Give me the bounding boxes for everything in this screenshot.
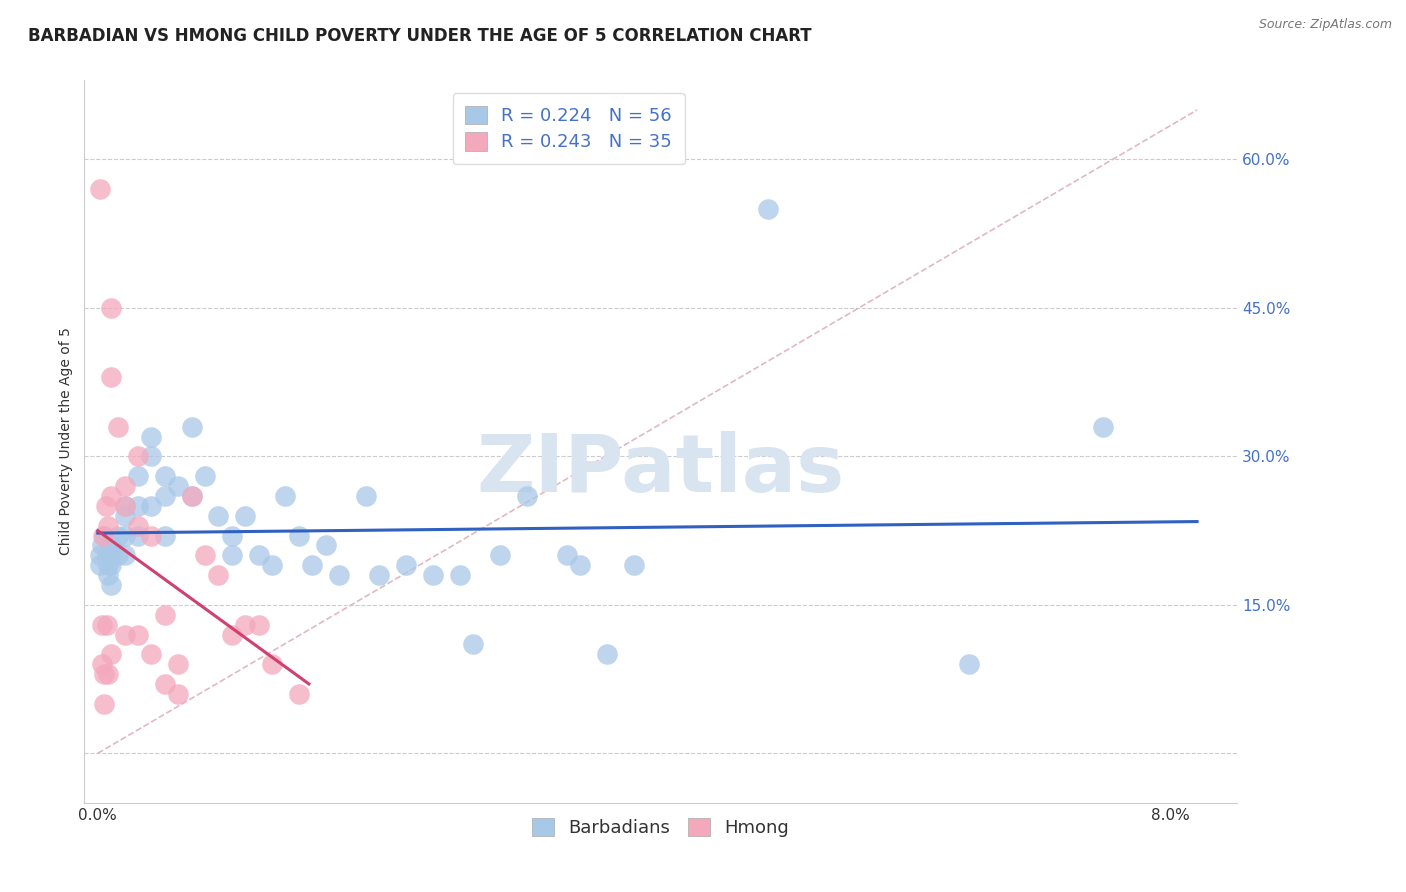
Point [167, 479, 190, 493]
Point [97, 558, 120, 573]
Point [153, 607, 176, 622]
Point [260, 657, 283, 672]
Point [153, 489, 176, 503]
Point [114, 627, 136, 641]
Point [107, 549, 129, 563]
Point [221, 549, 243, 563]
Point [167, 687, 190, 701]
Point [247, 549, 270, 563]
Text: Source: ZipAtlas.com: Source: ZipAtlas.com [1258, 18, 1392, 31]
Point [194, 549, 217, 563]
Point [127, 627, 149, 641]
Point [233, 508, 256, 523]
Point [114, 499, 136, 513]
Point [153, 469, 176, 483]
Y-axis label: Child Poverty Under the Age of 5: Child Poverty Under the Age of 5 [59, 327, 73, 556]
Point [114, 528, 136, 542]
Point [395, 558, 418, 573]
Point [100, 370, 122, 384]
Point [315, 539, 337, 553]
Point [107, 419, 129, 434]
Point [100, 549, 122, 563]
Point [463, 637, 485, 651]
Point [221, 528, 243, 542]
Point [489, 549, 512, 563]
Point [127, 528, 149, 542]
Point [127, 469, 149, 483]
Point [180, 489, 202, 503]
Point [97, 667, 120, 681]
Point [93, 667, 115, 681]
Point [274, 489, 297, 503]
Point [221, 627, 243, 641]
Point [107, 528, 129, 542]
Point [141, 450, 163, 464]
Point [89, 549, 111, 563]
Point [153, 677, 176, 691]
Point [368, 568, 391, 582]
Text: ZIPatlas: ZIPatlas [477, 432, 845, 509]
Point [127, 499, 149, 513]
Point [180, 419, 202, 434]
Point [96, 617, 118, 632]
Point [756, 202, 779, 216]
Point [94, 499, 117, 513]
Point [97, 568, 120, 582]
Point [89, 182, 111, 196]
Point [93, 528, 115, 542]
Point [141, 528, 163, 542]
Point [90, 539, 112, 553]
Point [100, 558, 122, 573]
Point [167, 657, 190, 672]
Point [127, 450, 149, 464]
Point [449, 568, 471, 582]
Point [180, 489, 202, 503]
Point [90, 657, 112, 672]
Point [141, 499, 163, 513]
Point [127, 518, 149, 533]
Point [596, 648, 619, 662]
Point [90, 617, 112, 632]
Point [141, 429, 163, 443]
Point [141, 648, 163, 662]
Point [100, 539, 122, 553]
Point [623, 558, 645, 573]
Point [89, 558, 111, 573]
Point [957, 657, 980, 672]
Point [100, 648, 122, 662]
Point [96, 549, 118, 563]
Point [100, 578, 122, 592]
Point [114, 508, 136, 523]
Point [354, 489, 377, 503]
Point [114, 479, 136, 493]
Point [194, 469, 217, 483]
Point [97, 518, 120, 533]
Point [207, 568, 229, 582]
Point [1092, 419, 1115, 434]
Point [153, 528, 176, 542]
Point [516, 489, 538, 503]
Point [569, 558, 592, 573]
Point [422, 568, 444, 582]
Point [288, 528, 311, 542]
Point [301, 558, 323, 573]
Point [100, 301, 122, 315]
Point [233, 617, 256, 632]
Text: BARBADIAN VS HMONG CHILD POVERTY UNDER THE AGE OF 5 CORRELATION CHART: BARBADIAN VS HMONG CHILD POVERTY UNDER T… [28, 27, 811, 45]
Point [100, 489, 122, 503]
Point [93, 697, 115, 711]
Point [114, 499, 136, 513]
Point [247, 617, 270, 632]
Point [91, 528, 114, 542]
Point [328, 568, 350, 582]
Point [260, 558, 283, 573]
Legend: Barbadians, Hmong: Barbadians, Hmong [526, 811, 796, 845]
Point [288, 687, 311, 701]
Point [207, 508, 229, 523]
Point [555, 549, 578, 563]
Point [114, 549, 136, 563]
